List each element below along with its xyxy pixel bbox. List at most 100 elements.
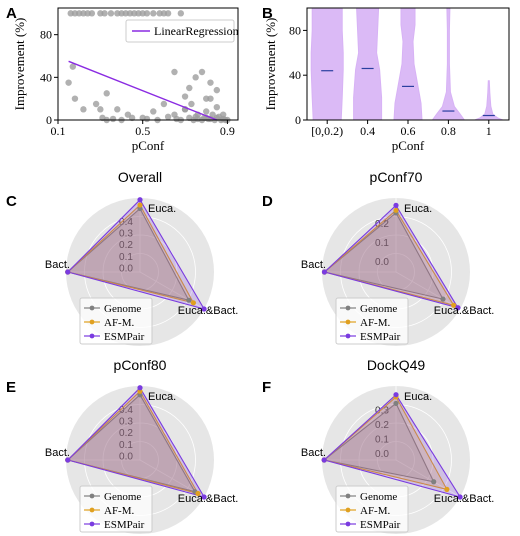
radar-series-area — [66, 198, 206, 310]
x-tick-label: 0.8 — [441, 124, 456, 138]
x-axis-label: pConf — [132, 138, 165, 153]
radar-axis-label: Euca. — [148, 203, 176, 215]
radar-tick-label: 0.1 — [119, 440, 133, 451]
y-axis-label: Improvement (%) — [263, 18, 278, 111]
scatter-point — [177, 10, 185, 17]
radar-axis-label: Euca. — [148, 391, 176, 403]
panel-e-radar: pConf80 0.40.30.20.10.0 Euca. Euca.&Bact. Ba… — [45, 357, 238, 534]
legend: Genome AF-M. ESMPair — [335, 297, 409, 345]
legend-marker — [89, 507, 95, 513]
legend-label: AF-M. — [104, 505, 135, 517]
radar-series-point — [457, 494, 463, 500]
scatter-point — [65, 79, 72, 86]
legend-box — [125, 19, 235, 43]
scatter-point — [92, 100, 100, 108]
radar-series-point — [137, 197, 143, 203]
scatter-point — [164, 10, 172, 17]
x-tick-label: 0.6 — [401, 124, 416, 138]
radar-series-point — [65, 269, 71, 275]
radar-series-point — [393, 207, 399, 213]
radar-tick-label: 0.3 — [375, 406, 389, 417]
radar-series-area — [66, 207, 190, 302]
x-tick-label: [0,0.2) — [311, 124, 343, 138]
scatter-point — [103, 90, 110, 97]
radar-series-point — [195, 490, 201, 497]
radar-series-point — [393, 202, 399, 208]
scatter-point — [69, 63, 77, 70]
legend-box — [79, 485, 153, 533]
radar-title: pConf80 — [114, 357, 167, 373]
legend: Genome AF-M. ESMPair — [335, 485, 409, 533]
radar-series-point — [440, 296, 446, 302]
radar-tick-label: 0.2 — [119, 240, 133, 251]
legend: Genome AF-M. ESMPair — [79, 297, 153, 345]
radar-series-point — [201, 494, 207, 500]
radar-tick-label: 0.4 — [119, 217, 133, 228]
radar-spoke — [395, 271, 461, 310]
panel-b-violin: [0,0.2) 0.4 0.6 0.8 1 0 40 80 pConf Improvement (… — [263, 7, 510, 153]
radar-series-area — [323, 209, 455, 307]
radar-axis-label: Bact. — [45, 447, 70, 459]
radar-axis-label: Euca.&Bact. — [434, 305, 495, 317]
radar-series-point — [431, 479, 437, 485]
scatter-point — [107, 10, 115, 17]
legend-label: Genome — [104, 303, 141, 315]
radar-tick-label: 0.1 — [375, 435, 389, 446]
y-tick-label: 80 — [40, 28, 52, 42]
scatter-point — [71, 95, 79, 102]
radar-tick-label: 0.3 — [119, 228, 133, 239]
x-tick-label: 0.4 — [360, 124, 375, 138]
radar-series-point — [65, 457, 71, 463]
scatter-point — [160, 100, 168, 108]
scatter-point — [207, 95, 214, 102]
scatter-point — [213, 104, 221, 111]
radar-tick-label: 0.0 — [119, 451, 133, 462]
legend-label: AF-M. — [104, 317, 135, 329]
scatter-point — [143, 115, 151, 123]
radar-axis-label: Euca.&Bact. — [434, 493, 495, 505]
legend-marker — [89, 521, 95, 527]
y-tick-label: 40 — [40, 70, 52, 84]
radar-series-point — [137, 202, 143, 208]
scatter-point — [192, 74, 199, 81]
legend-label: Genome — [104, 491, 141, 503]
axes-frame — [306, 7, 510, 121]
radar-series-point — [137, 385, 143, 391]
radar-series-area — [66, 390, 200, 495]
radar-series-point — [321, 457, 327, 463]
radar-series-area — [323, 393, 462, 498]
scatter-point — [97, 106, 104, 113]
radar-title: Overall — [118, 169, 162, 185]
y-axis-label: Improvement (%) — [12, 18, 27, 111]
radar-tick-label: 0.1 — [119, 252, 133, 263]
scatter-point — [209, 111, 216, 118]
violin-body — [474, 80, 503, 121]
legend-marker — [89, 333, 95, 339]
scatter-point — [164, 113, 172, 121]
radar-tick-label: 0.0 — [375, 257, 389, 268]
legend-marker — [345, 507, 351, 513]
scatter-point — [188, 100, 195, 108]
radar-tick-label: 0.2 — [375, 420, 389, 431]
panel-label-F: F — [262, 379, 271, 396]
legend-label: AF-M. — [360, 505, 391, 517]
x-tick-label: 1 — [486, 124, 492, 138]
scatter-point — [207, 79, 214, 86]
scatter-point — [128, 114, 136, 122]
legend-label: Genome — [360, 303, 397, 315]
legend-box — [335, 297, 409, 345]
legend-marker — [345, 333, 351, 339]
scatter-point — [88, 10, 96, 17]
x-tick-label: 0.9 — [220, 124, 235, 138]
legend-label: ESMPair — [360, 519, 401, 531]
legend-box — [335, 485, 409, 533]
legend-label: ESMPair — [360, 331, 401, 343]
scatter-point — [114, 106, 121, 113]
radar-series-area — [323, 396, 448, 491]
radar-series-area — [66, 386, 206, 498]
radar-tick-label: 0.0 — [119, 263, 133, 274]
y-tick-label: 40 — [289, 68, 301, 82]
scatter-point — [80, 106, 87, 113]
legend: LinearRegression — [125, 19, 239, 43]
